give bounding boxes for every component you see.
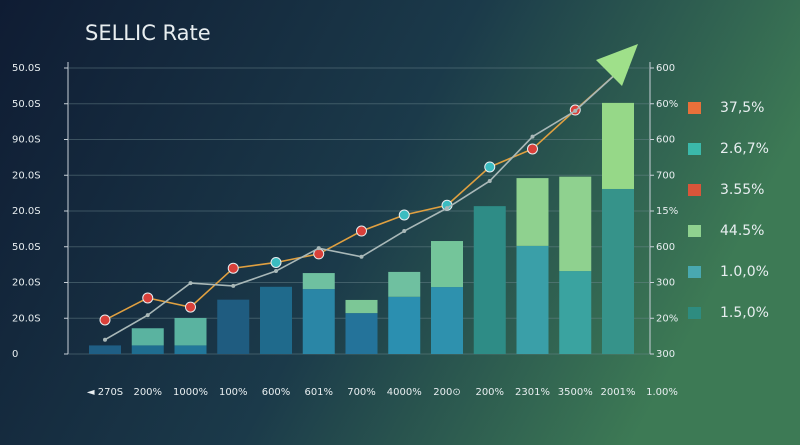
bar (431, 241, 463, 288)
x-tick-label: 1.00% (646, 387, 678, 398)
y2-tick-label: 60% (656, 99, 678, 110)
y-tick-label: 50.0S (12, 99, 41, 110)
line-marker (484, 161, 496, 173)
bar (260, 286, 292, 354)
y-tick-label: 50.0S (12, 63, 41, 74)
legend-swatch (688, 102, 701, 114)
x-tick-label: 600% (262, 387, 291, 398)
legend-label: 2.6,7% (720, 141, 769, 157)
bar (431, 287, 463, 354)
line-marker (356, 225, 367, 237)
legend-label: 37,5% (720, 100, 764, 116)
x-tick-label: 2001% (601, 387, 636, 398)
x-tick-label: 200% (475, 387, 504, 398)
y2-tick-label: 700 (656, 170, 675, 181)
x-tick-label: 1000% (173, 387, 208, 398)
line-marker (99, 314, 111, 326)
legend-label: 1.5,0% (720, 305, 769, 321)
y2-tick-label: 600 (656, 242, 675, 253)
bar (473, 206, 506, 354)
line-marker (185, 301, 196, 313)
bar (602, 188, 634, 354)
y-tick-label: 90.0S (12, 135, 41, 146)
legend-label: 3.55% (720, 182, 764, 198)
legend-swatch (688, 307, 701, 319)
x-tick-label: 601% (304, 387, 333, 398)
line-point (402, 229, 407, 234)
y-tick-label: 20.0S (12, 313, 41, 324)
line-point (445, 206, 449, 211)
x-tick-label: 2301% (515, 387, 550, 398)
legend-swatch (688, 184, 701, 196)
line-point (231, 283, 236, 288)
bar (89, 345, 121, 354)
y2-tick-label: 300 (656, 349, 675, 360)
line-point (530, 134, 535, 139)
y-tick-label: 20.0S (12, 278, 41, 289)
bar (302, 273, 335, 290)
y2-tick-label: 20% (656, 313, 678, 324)
line-point (145, 313, 150, 318)
chart-title: SELLIC Rate (85, 21, 211, 45)
legend-label: 44.5% (720, 223, 764, 239)
bar (131, 328, 164, 346)
line-point (359, 254, 364, 259)
y2-tick-label: 300 (656, 278, 675, 289)
x-tick-label: ◄ 270S (87, 387, 123, 398)
y2-tick-label: 600 (656, 63, 675, 74)
arrow-head (596, 44, 638, 87)
bar (217, 299, 250, 354)
legend-label: 1.0,0% (720, 264, 769, 280)
line-point (188, 281, 193, 286)
bar (559, 176, 592, 272)
line-point (103, 337, 107, 342)
line-point (487, 178, 492, 183)
bar (602, 102, 634, 189)
line-point (573, 108, 578, 113)
x-tick-label: 4000% (387, 387, 422, 398)
y-tick-label: 50.0S (12, 242, 41, 253)
legend-swatch (688, 143, 701, 155)
legend-swatch (688, 266, 701, 278)
line-marker (398, 209, 410, 221)
bar (174, 345, 207, 354)
bar (131, 345, 164, 354)
y-tick-label: 20.0S (12, 170, 41, 181)
bar (345, 313, 378, 354)
bar (516, 245, 549, 354)
y-tick-label: 0 (12, 349, 18, 360)
legend-swatch (688, 225, 701, 237)
bar (388, 271, 421, 297)
y2-tick-label: 600 (656, 135, 675, 146)
line-marker (227, 262, 239, 274)
bar (516, 178, 549, 246)
line-point (274, 269, 278, 274)
line-marker (142, 292, 154, 304)
x-tick-label: 3500% (558, 387, 593, 398)
bar (345, 299, 378, 314)
bar (302, 289, 335, 354)
bar (559, 271, 592, 354)
bar (388, 296, 421, 354)
line-marker (527, 143, 538, 155)
x-tick-label: 200% (133, 387, 162, 398)
line-marker (270, 256, 282, 268)
y-tick-label: 20.0S (12, 206, 41, 217)
x-tick-label: 200⊙ (433, 387, 460, 398)
y2-tick-label: 15% (656, 206, 678, 217)
bar (174, 317, 207, 346)
x-tick-label: 100% (219, 387, 248, 398)
x-tick-label: 700% (347, 387, 376, 398)
line-point (316, 246, 321, 251)
